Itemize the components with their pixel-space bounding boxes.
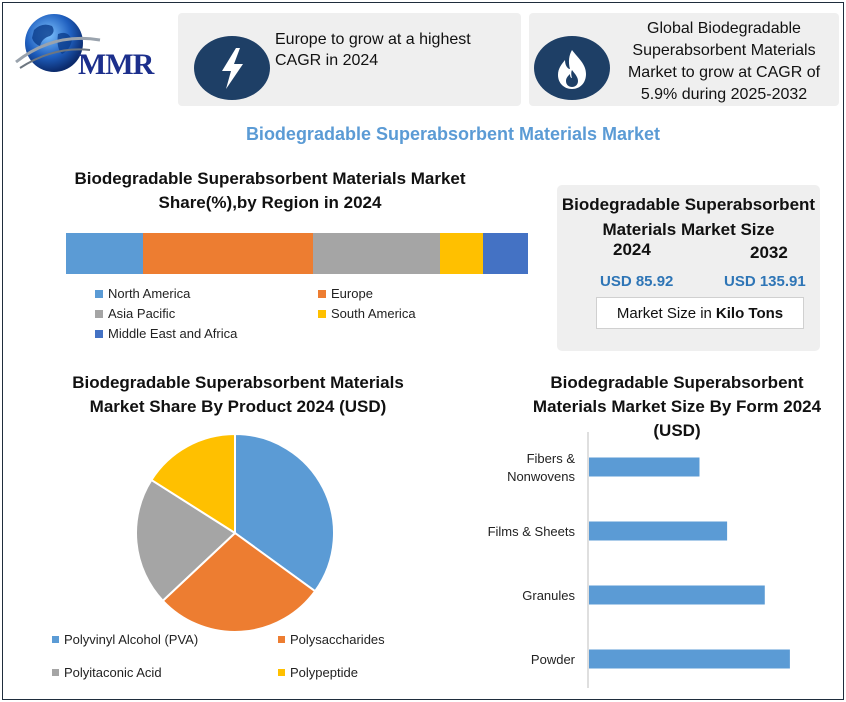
region-segment-north-america xyxy=(66,233,144,274)
legend-label: Europe xyxy=(331,286,373,301)
market-size-box: Biodegradable Superabsorbent Materials M… xyxy=(557,185,820,351)
unit-bold: Kilo Tons xyxy=(715,304,784,322)
legend-swatch xyxy=(95,329,103,338)
region-legend-item: Middle East and Africa xyxy=(95,326,237,341)
main-title: Biodegradable Superabsorbent Materials M… xyxy=(245,124,661,144)
form-category-label: Powder xyxy=(531,652,576,667)
pie-slice-polyitaconic-acid xyxy=(135,478,237,603)
pie-slice-polysaccharides xyxy=(161,531,317,633)
pie-slice-polypeptide xyxy=(150,432,236,535)
product-pie-chart xyxy=(135,432,335,633)
legend-swatch xyxy=(318,289,326,298)
form-category-label: Granules xyxy=(522,588,575,603)
form-bar-fibers-nonwovens xyxy=(589,457,700,477)
region-segment-south-america xyxy=(439,233,483,274)
region-segment-europe xyxy=(143,233,314,274)
region-legend-item: South America xyxy=(318,306,416,321)
legend-swatch xyxy=(95,289,103,298)
form-bar-chart: Fibers & Nonwovens Films & Sheets Granules P… xyxy=(488,432,790,688)
legend-swatch xyxy=(52,636,59,643)
cagr-region-text: Europe to grow at a highest CAGR in 2024 xyxy=(275,31,471,69)
legend-label: Polyvinyl Alcohol (PVA) xyxy=(64,632,199,647)
cagr-global-text: Global Biodegradable Superabsorbent Mate… xyxy=(627,20,821,103)
region-stacked-bar xyxy=(66,233,528,274)
globe-icon xyxy=(15,14,101,72)
size-year-2032: 2032 xyxy=(750,243,788,262)
legend-label: Polyitaconic Acid xyxy=(64,665,162,680)
region-legend-item: Asia Pacific xyxy=(95,306,175,321)
legend-swatch xyxy=(278,636,285,643)
size-year-2024: 2024 xyxy=(613,240,651,259)
region-legend-item: Europe xyxy=(318,286,373,301)
legend-swatch xyxy=(318,309,326,318)
cagr-global-card: Global Biodegradable Superabsorbent Mate… xyxy=(529,13,839,106)
size-value-2024: USD 85.92 xyxy=(600,273,674,290)
legend-label: South America xyxy=(331,306,416,321)
legend-label: Polypeptide xyxy=(290,665,358,680)
product-chart-title: Biodegradable Superabsorbent Materials M… xyxy=(72,373,404,416)
logo-text: MMR xyxy=(78,48,154,81)
legend-swatch xyxy=(52,669,59,676)
product-legend-item: Polypeptide xyxy=(278,665,358,680)
product-legend-item: Polyvinyl Alcohol (PVA) xyxy=(52,632,198,647)
region-chart-title: Biodegradable Superabsorbent Materials M… xyxy=(74,169,466,212)
form-chart-title: Biodegradable Superabsorbent Materials M… xyxy=(532,373,822,440)
legend-label: Asia Pacific xyxy=(108,306,176,321)
unit-prefix: Market Size in xyxy=(616,304,712,322)
size-value-2032: USD 135.91 xyxy=(724,273,806,290)
legend-label: North America xyxy=(108,286,191,301)
form-bar-powder xyxy=(589,649,790,669)
unit-label-box: Market Size in Kilo Tons xyxy=(596,297,804,329)
product-legend-item: Polyitaconic Acid xyxy=(52,665,162,680)
form-category-label: Films & Sheets xyxy=(488,524,576,539)
product-legend-item: Polysaccharides xyxy=(278,632,385,647)
pie-slice-polyvinyl-alcohol-pva xyxy=(234,432,335,593)
mmr-logo: MMR xyxy=(12,10,154,85)
region-segment-asia-pacific xyxy=(313,233,440,274)
legend-swatch xyxy=(95,309,103,318)
legend-swatch xyxy=(278,669,285,676)
market-size-title: Biodegradable Superabsorbent Materials M… xyxy=(561,195,816,239)
flame-icon xyxy=(534,36,610,100)
form-bar-granules xyxy=(589,585,765,605)
form-category-label: Fibers & Nonwovens xyxy=(507,451,575,484)
legend-label: Polysaccharides xyxy=(290,632,385,647)
cagr-region-card: Europe to grow at a highest CAGR in 2024 xyxy=(178,13,521,106)
region-legend-item: North America xyxy=(95,286,190,301)
form-bar-films-sheets xyxy=(589,521,728,541)
region-segment-middle-east-and-africa xyxy=(482,233,528,274)
lightning-icon xyxy=(194,36,270,100)
legend-label: Middle East and Africa xyxy=(108,326,238,341)
